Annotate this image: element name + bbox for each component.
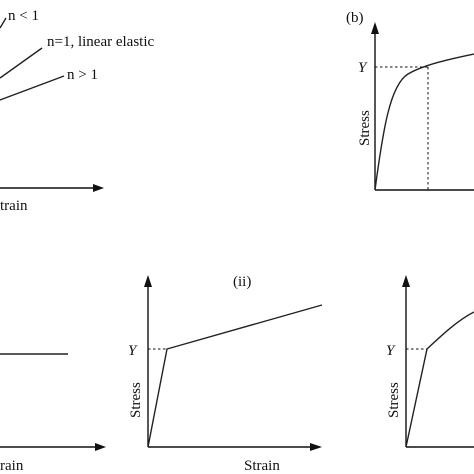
panel-a-curve-n-lt-1: [0, 17, 7, 29]
panel-a-label-n-gt-1: n > 1: [67, 67, 98, 83]
panel-ii-curve: [147, 304, 323, 448]
panel-ii-x-label: Strain: [244, 458, 280, 474]
panel-a: n < 1 n=1, linear elastic n > 1 train: [0, 8, 155, 214]
panel-ii-y-marker: Y: [128, 343, 138, 359]
panel-iii-y-axis-arrow: [402, 275, 410, 287]
panel-ii-label: (ii): [233, 274, 251, 290]
panel-iii: Y Stress: [386, 275, 474, 448]
panel-b-y-axis-arrow: [371, 22, 379, 34]
panel-ii: (ii) Y Stress Strain: [128, 274, 323, 474]
panel-i-x-label: rain: [0, 458, 24, 474]
panel-a-label-n-eq-1: n=1, linear elastic: [47, 34, 155, 50]
panel-iii-y-label: Stress: [386, 382, 402, 418]
panel-b-y-label: Stress: [357, 110, 373, 146]
panel-a-curve-n-eq-1: [0, 47, 43, 79]
panel-ii-y-label: Stress: [128, 382, 144, 418]
panel-iii-curve: [405, 311, 474, 448]
panel-ii-y-axis-arrow: [144, 275, 152, 287]
panel-a-curve-n-gt-1: [0, 75, 65, 101]
panel-a-x-label: train: [0, 198, 28, 214]
panel-b-curve: [374, 53, 474, 191]
panel-b-label: (b): [346, 10, 364, 26]
panel-i: rain: [0, 353, 106, 474]
panel-b: (b) Y Stress: [346, 10, 474, 191]
panel-i-x-axis-arrow: [95, 443, 106, 451]
panel-iii-y-marker: Y: [386, 343, 396, 359]
panel-a-x-axis-arrow: [93, 184, 104, 192]
panel-a-label-n-lt-1: n < 1: [8, 8, 39, 24]
panel-b-y-marker: Y: [358, 60, 368, 76]
panel-ii-x-axis-arrow: [310, 443, 322, 451]
